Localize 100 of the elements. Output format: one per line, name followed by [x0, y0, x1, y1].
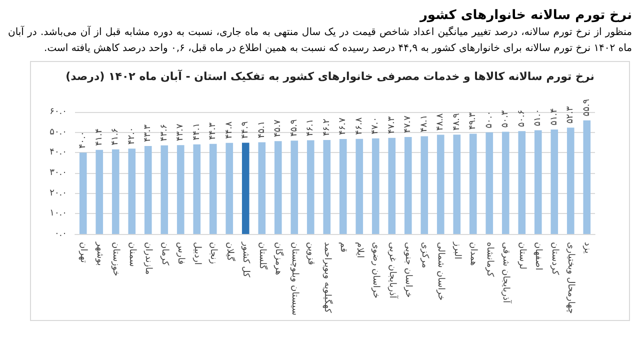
bar: [356, 138, 364, 234]
data-label: ۵۵.۹: [582, 98, 592, 116]
data-label: ۴۳.۷: [176, 124, 186, 142]
bar: [242, 142, 250, 234]
data-label: ۴۵.۷: [273, 120, 284, 138]
data-label: ۴۲.۰: [126, 127, 137, 145]
x-tick-label: کهگیلویه وبویراحمد: [322, 242, 334, 314]
data-label: ۴۴.۳: [208, 122, 218, 140]
x-tick-label: کردستان: [549, 242, 560, 276]
bar: [486, 132, 494, 234]
x-tick-label: ایلام: [354, 242, 364, 258]
bar: [469, 134, 477, 234]
x-tick-label: مازندران: [143, 242, 154, 275]
bar: [518, 131, 526, 234]
bar: [160, 145, 168, 234]
text: منظور از نرخ تورم سالانه، درصد تغییر میانگین اعداد شاخص قیمت در یک سال منتهی به ماه جاری، نسبت به دوره مشابه قبل از آن می‌باشد. در آبان ماه ۱۴۰۲ نرخ تورم سالانه برای خانوارهای کشور به ۴۴,۹ درصد رسیده که نسبت به همین اطلاع در ماه قبل، ۰,۶ واحد درصد کاهش یافته است.: [8, 25, 632, 56]
data-label: ۴۹.۳: [468, 112, 478, 130]
x-tick-label: قم: [338, 242, 348, 252]
y-tick-label: ۶۰.۰: [50, 107, 67, 117]
bar: [404, 137, 412, 234]
x-tick-label: بوشهر: [94, 241, 104, 266]
data-label: ۵۰.۰: [484, 110, 494, 128]
x-tick-label: کرمان: [159, 242, 170, 266]
data-label: ۵۱.۰: [533, 108, 544, 126]
data-label: ۴۶.۸: [354, 117, 364, 135]
data-label: ۵۱.۴: [549, 108, 560, 126]
data-label: ۴۳.۶: [159, 124, 170, 142]
data-label: ۴۶.۲: [322, 118, 332, 136]
bar: [128, 148, 136, 234]
bar: [96, 150, 104, 234]
x-tick-label: فارس: [176, 242, 186, 264]
y-tick-label: ۲۰.۰: [50, 188, 67, 198]
x-tick-label: خراسان رضوی: [370, 242, 381, 298]
data-label: ۴۴.۹: [240, 121, 251, 139]
x-tick-label: خوزستان: [110, 242, 121, 276]
data-label: ۴۷.۷: [403, 115, 414, 134]
x-tick-label: گیلان: [224, 242, 236, 262]
data-label: ۴۴.۸: [224, 121, 234, 139]
bar: [193, 144, 201, 234]
data-label: ۴۵.۱: [256, 120, 267, 138]
x-tick-label: مرکزی: [419, 242, 430, 268]
bar: [144, 146, 152, 234]
x-tick-label: کرمانشاه: [484, 242, 494, 278]
data-label: ۴۰.۰: [78, 131, 88, 149]
bar: [420, 136, 428, 234]
y-tick-label: ۴۰.۰: [50, 148, 67, 158]
data-label: ۴۷.۰: [370, 117, 381, 134]
bar: [388, 138, 396, 234]
chart-subtitle: نرخ تورم سالانه کالاها و خدمات مصرفی خانوارهای کشور به تفکیک استان - آبان ماه ۱۴۰۲ (درصد): [66, 69, 594, 83]
bar: [566, 128, 574, 234]
x-tick-label: اردبیل: [192, 242, 202, 265]
x-tick-label: کل کشور: [240, 241, 251, 278]
data-label: ۴۸.۹: [452, 113, 462, 131]
data-label: ۴۴.۱: [192, 122, 202, 140]
bar: [176, 145, 184, 234]
x-tick-label: تهران: [78, 242, 88, 264]
chart-title: نرخ تورم سالانه خانوارهای کشور: [418, 8, 632, 23]
x-tick-label: چهارمحال وبختیاری: [566, 242, 576, 314]
data-label: ۴۱.۴: [94, 128, 104, 146]
x-tick-label: سمنان: [126, 242, 137, 267]
data-label: ۵۰.۶: [516, 110, 527, 128]
x-tick-label: آذربایجان غربی: [386, 242, 399, 299]
x-tick-label: قزوین: [306, 242, 316, 265]
bar: [372, 138, 380, 234]
x-tick-label: اصفهان: [533, 242, 544, 270]
data-label: ۴۶.۱: [306, 118, 316, 136]
x-tick-label: یزد: [582, 242, 592, 254]
y-tick-label: ۱۰.۰: [50, 208, 67, 219]
y-tick-label: ۵۰.۰: [50, 127, 67, 138]
x-tick-label: لرستان: [516, 242, 527, 270]
bar: [274, 141, 282, 234]
x-tick-label: همدان: [468, 242, 478, 266]
bar: [534, 130, 542, 234]
bar: [502, 132, 510, 234]
bar: [226, 142, 234, 234]
bar: [258, 142, 266, 234]
y-tick-label: ۰.۰: [54, 229, 67, 239]
bar: [79, 152, 87, 234]
y-tick-label: ۳۰.۰: [50, 168, 67, 178]
data-label: ۵۲.۳: [566, 106, 576, 124]
bar: [112, 149, 120, 234]
bar: [583, 120, 591, 234]
bar: [209, 144, 217, 234]
bar: [453, 134, 461, 234]
x-tick-label: گلستان: [256, 242, 269, 270]
data-label: ۴۶.۷: [338, 118, 348, 136]
data-label: ۴۸.۱: [419, 114, 430, 132]
x-tick-label: خراسان شمالی: [436, 242, 446, 301]
x-tick-label: زنجان: [208, 242, 218, 264]
bar: [550, 129, 558, 234]
data-label: ۴۳.۳: [143, 124, 154, 142]
x-tick-label: خراسان جنوبی: [403, 242, 414, 298]
bar: [323, 140, 331, 234]
bar: [306, 140, 314, 234]
x-tick-label: البرز: [452, 241, 462, 260]
data-label: ۴۱.۶: [110, 128, 121, 146]
bar: [290, 140, 298, 234]
data-label: ۴۷.۳: [386, 116, 397, 134]
data-label: ۵۰.۳: [500, 110, 511, 128]
bar: [436, 134, 444, 234]
